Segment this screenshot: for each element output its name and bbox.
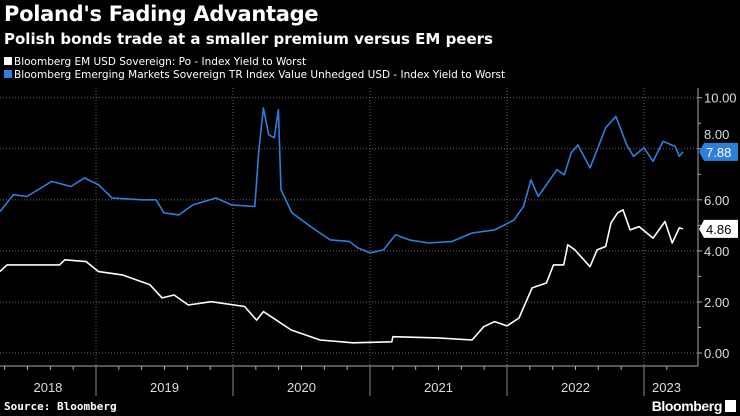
last-value-badge bbox=[699, 142, 738, 161]
bloomberg-logo: Bloomberg bbox=[652, 398, 736, 414]
chart-subtitle: Polish bonds trade at a smaller premium … bbox=[4, 30, 493, 48]
x-tick-label: 2021 bbox=[424, 380, 453, 395]
x-tick-label: 2020 bbox=[287, 380, 316, 395]
legend-swatch-white bbox=[4, 57, 12, 65]
series-line-poland bbox=[0, 209, 684, 344]
last-value-label: 4.86 bbox=[706, 222, 731, 237]
y-tick-label: 6.00 bbox=[704, 193, 729, 208]
y-tick-label: 2.00 bbox=[704, 295, 729, 310]
x-tick-label: 2023 bbox=[652, 380, 681, 395]
source-note: Source: Bloomberg bbox=[4, 400, 117, 413]
legend-label: Bloomberg EM USD Sovereign: Po - Index Y… bbox=[14, 56, 307, 68]
legend-entry-em: Bloomberg Emerging Markets Sovereign TR … bbox=[4, 69, 505, 82]
y-tick-label: 10.00 bbox=[704, 91, 737, 106]
legend-label: Bloomberg Emerging Markets Sovereign TR … bbox=[14, 69, 506, 81]
y-tick-label: 8.00 bbox=[704, 127, 729, 142]
chart-title: Poland's Fading Advantage bbox=[4, 2, 319, 26]
logo-text: Bloomberg bbox=[651, 398, 723, 414]
x-tick-label: 2019 bbox=[150, 380, 179, 395]
x-tick-label: 2022 bbox=[561, 380, 590, 395]
bloomberg-chart-icon bbox=[725, 400, 736, 412]
legend-swatch-blue bbox=[4, 70, 12, 78]
y-tick-label: 0.00 bbox=[704, 346, 729, 361]
y-tick-label: 4.00 bbox=[704, 244, 729, 259]
x-tick-label: 2018 bbox=[33, 380, 62, 395]
legend-entry-poland: Bloomberg EM USD Sovereign: Po - Index Y… bbox=[4, 56, 505, 69]
last-value-badge bbox=[699, 219, 738, 238]
last-value-label: 7.88 bbox=[706, 145, 731, 160]
series-line-em bbox=[0, 107, 684, 254]
legend: Bloomberg EM USD Sovereign: Po - Index Y… bbox=[4, 56, 505, 82]
